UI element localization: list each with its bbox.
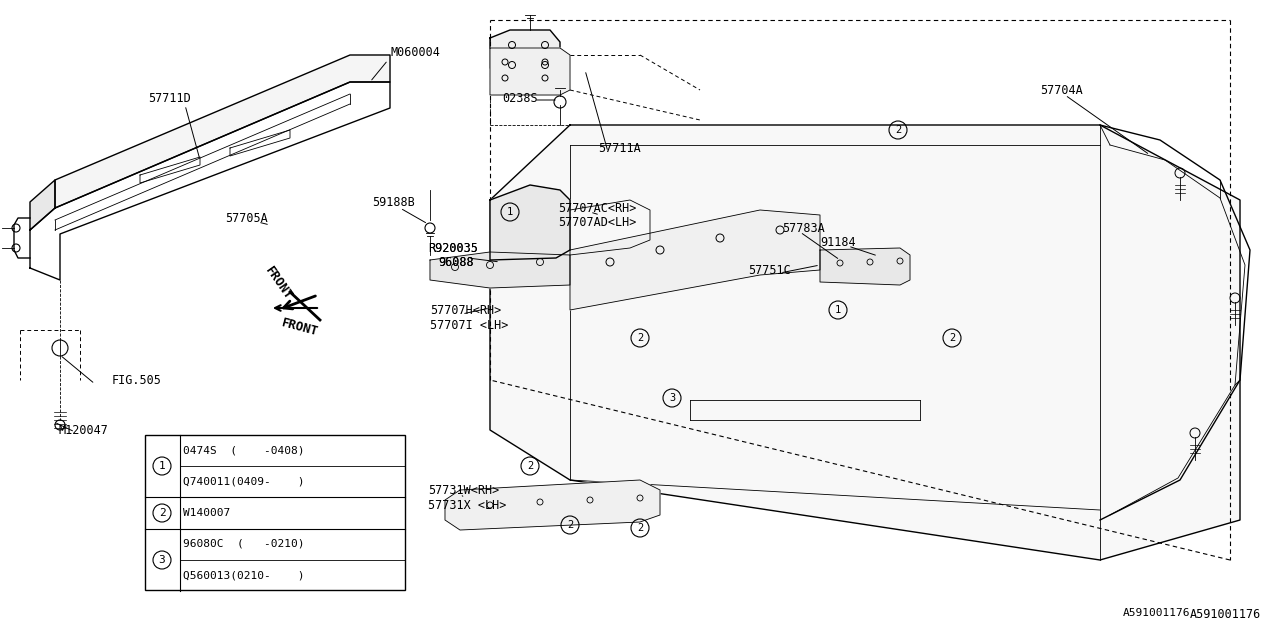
- Text: 57707AD<LH>: 57707AD<LH>: [558, 216, 636, 228]
- Text: 3: 3: [159, 555, 165, 565]
- Text: 0238S: 0238S: [502, 92, 538, 104]
- Text: 57731X <LH>: 57731X <LH>: [428, 499, 507, 511]
- Text: 1: 1: [507, 207, 513, 217]
- Text: A591001176: A591001176: [1190, 609, 1261, 621]
- Text: 57751C: 57751C: [748, 264, 791, 276]
- Text: R920035: R920035: [428, 241, 477, 255]
- Text: 57711A: 57711A: [598, 141, 641, 154]
- Polygon shape: [490, 185, 570, 260]
- Text: 57711D: 57711D: [148, 92, 191, 104]
- Text: 0474S  (    -0408): 0474S ( -0408): [183, 445, 305, 455]
- Text: 57704A: 57704A: [1039, 83, 1083, 97]
- Polygon shape: [55, 55, 390, 208]
- Polygon shape: [29, 82, 390, 280]
- Text: W140007: W140007: [183, 508, 230, 518]
- Polygon shape: [29, 180, 55, 230]
- Text: 1: 1: [159, 461, 165, 471]
- Polygon shape: [490, 125, 1240, 560]
- Polygon shape: [820, 248, 910, 285]
- Text: 96088: 96088: [438, 255, 474, 269]
- Text: 2: 2: [637, 523, 643, 533]
- Text: 2: 2: [527, 461, 534, 471]
- Text: 57731W<RH>: 57731W<RH>: [428, 483, 499, 497]
- Text: 96080C  (   -0210): 96080C ( -0210): [183, 539, 305, 549]
- Text: FRONT: FRONT: [280, 316, 320, 339]
- Text: 57707AC<RH>: 57707AC<RH>: [558, 202, 636, 214]
- Text: Q560013(0210-    ): Q560013(0210- ): [183, 570, 305, 580]
- Text: A591001176: A591001176: [1123, 608, 1190, 618]
- Text: 3: 3: [669, 393, 675, 403]
- Text: 91184: 91184: [820, 236, 855, 248]
- Text: FIG.505: FIG.505: [113, 374, 161, 387]
- Text: 96088: 96088: [438, 255, 474, 269]
- Polygon shape: [490, 48, 570, 95]
- Text: 57707H<RH>: 57707H<RH>: [430, 303, 502, 317]
- Text: 2: 2: [637, 333, 643, 343]
- Text: R920035: R920035: [428, 241, 477, 255]
- Text: FRONT: FRONT: [262, 264, 294, 302]
- Text: 2: 2: [895, 125, 901, 135]
- Polygon shape: [445, 480, 660, 530]
- Text: 57705A: 57705A: [225, 211, 268, 225]
- Text: 2: 2: [567, 520, 573, 530]
- Text: 2: 2: [159, 508, 165, 518]
- Text: Q740011(0409-    ): Q740011(0409- ): [183, 476, 305, 486]
- Bar: [145, 435, 404, 590]
- Text: 1: 1: [835, 305, 841, 315]
- Polygon shape: [490, 30, 561, 80]
- Text: 57707I <LH>: 57707I <LH>: [430, 319, 508, 332]
- Text: 2: 2: [948, 333, 955, 343]
- Text: M120047: M120047: [58, 424, 108, 436]
- Text: M060004: M060004: [390, 45, 440, 58]
- Polygon shape: [430, 252, 570, 288]
- Text: 57783A: 57783A: [782, 221, 824, 234]
- Polygon shape: [570, 210, 820, 310]
- Text: 59188B: 59188B: [372, 195, 415, 209]
